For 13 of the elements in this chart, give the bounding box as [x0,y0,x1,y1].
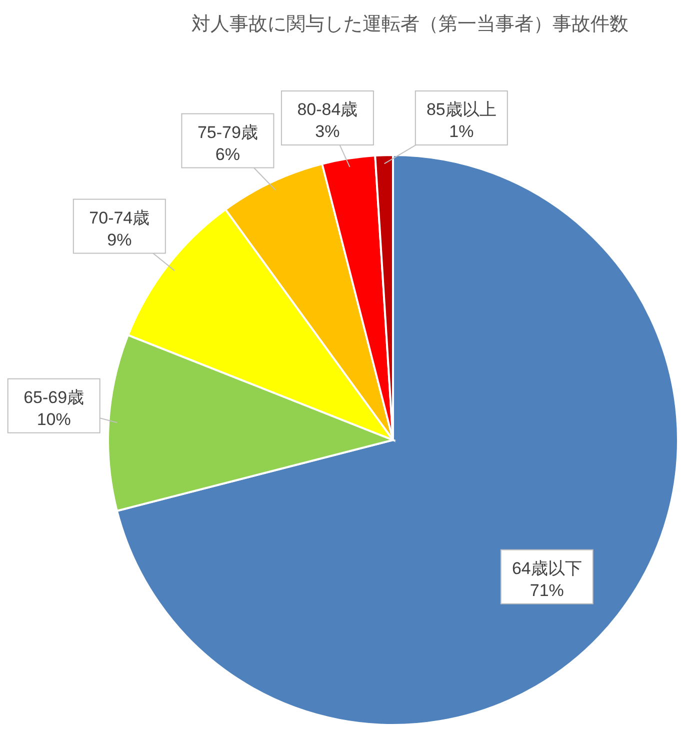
data-label: 3% [315,122,340,141]
data-label: 9% [107,230,132,250]
slice-label: 80-84歳 [297,100,358,119]
slice-label: 75-79歳 [197,122,258,142]
data-label: 1% [449,122,474,141]
data-label: 6% [215,144,240,164]
chart-title: 対人事故に関与した運転者（第一当事者）事故件数 [192,13,628,35]
slice-label: 70-74歳 [89,208,150,228]
slice-label: 65-69歳 [24,388,84,407]
data-label: 10% [36,410,71,429]
slice-label: 85歳以上 [426,100,496,119]
slice-label: 64歳以下 [512,558,582,578]
data-label: 71% [530,580,564,600]
